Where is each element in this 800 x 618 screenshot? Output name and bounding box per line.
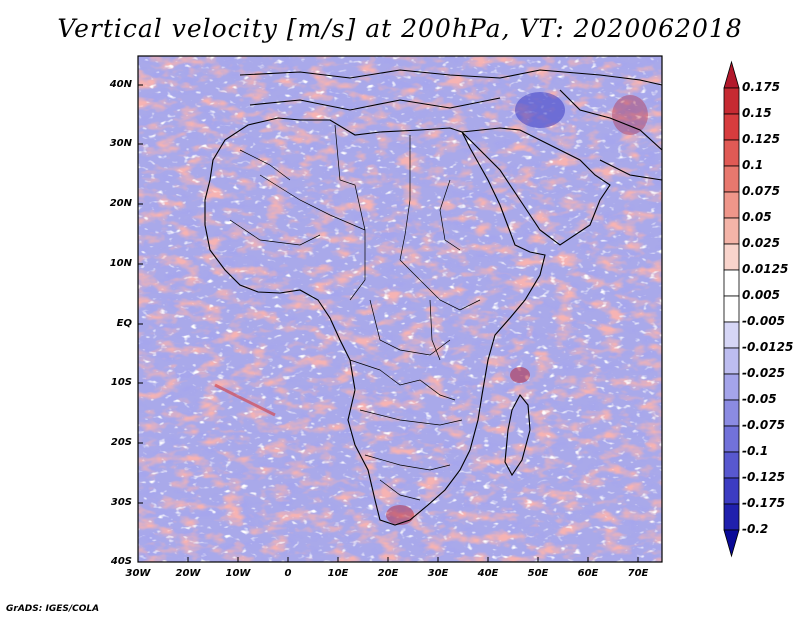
- colorbar-label: -0.0125: [742, 340, 794, 354]
- colorbar-label: 0.05: [742, 210, 772, 224]
- colorbar-segment: [723, 243, 740, 271]
- lat-label-40s: 40S: [110, 556, 132, 567]
- lat-label-30s: 30S: [110, 497, 132, 508]
- colorbar-segment: [723, 321, 740, 349]
- lon-label-30e: 30E: [427, 568, 449, 579]
- colorbar-segment: [723, 373, 740, 401]
- lat-label-20n: 20N: [109, 198, 132, 209]
- colorbar-label: -0.025: [742, 366, 785, 380]
- lon-label-10w: 10W: [225, 568, 251, 579]
- colorbar-segment: [723, 217, 740, 245]
- colorbar-label: 0.175: [742, 80, 780, 94]
- lon-label-0: 0: [284, 568, 292, 579]
- country-boundaries: [204, 69, 663, 526]
- map-title: Vertical velocity [m/s] at 200hPa, VT: 2…: [57, 14, 743, 43]
- colorbar-label: 0.125: [742, 132, 780, 146]
- colorbar-segment: [723, 399, 740, 427]
- colorbar-segment: [723, 529, 740, 558]
- internal-borders: [229, 124, 481, 501]
- colorbar-segment: [723, 347, 740, 375]
- map-frame: [137, 55, 663, 563]
- lat-label-10n: 10N: [109, 258, 132, 269]
- lat-label-20s: 20S: [110, 437, 132, 448]
- colorbar-segment: [723, 295, 740, 323]
- colorbar-label: -0.2: [742, 522, 769, 536]
- lon-label-20w: 20W: [175, 568, 201, 579]
- colorbar-segment: [723, 425, 740, 453]
- colorbar-label: -0.075: [742, 418, 785, 432]
- colorbar-label: -0.005: [742, 314, 785, 328]
- colorbar-segment: [723, 60, 740, 89]
- colorbar-label: 0.005: [742, 288, 780, 302]
- lat-label-10s: 10S: [110, 377, 132, 388]
- lon-label-70e: 70E: [627, 568, 649, 579]
- lon-label-30w: 30W: [125, 568, 151, 579]
- colorbar-label: 0.075: [742, 184, 780, 198]
- colorbar-label: -0.05: [742, 392, 777, 406]
- colorbar-segment: [723, 269, 740, 297]
- colorbar: [723, 60, 740, 558]
- colorbar-segment: [723, 477, 740, 505]
- colorbar-label: 0.0125: [742, 262, 789, 276]
- lon-label-40e: 40E: [477, 568, 499, 579]
- colorbar-label: 0.15: [742, 106, 772, 120]
- colorbar-label: 0.025: [742, 236, 780, 250]
- colorbar-segment: [723, 451, 740, 479]
- lon-label-10e: 10E: [327, 568, 349, 579]
- lon-label-60e: 60E: [577, 568, 599, 579]
- credit-text: GrADS: IGES/COLA: [6, 604, 100, 614]
- colorbar-segment: [723, 165, 740, 193]
- colorbar-label: -0.175: [742, 496, 785, 510]
- lon-label-50e: 50E: [527, 568, 549, 579]
- colorbar-segment: [723, 503, 740, 531]
- colorbar-segment: [723, 191, 740, 219]
- lat-label-eq: EQ: [116, 318, 132, 329]
- colorbar-segment: [723, 113, 740, 141]
- colorbar-segment: [723, 87, 740, 115]
- velocity-field: [138, 56, 662, 562]
- lat-label-30n: 30N: [109, 138, 132, 149]
- tick-marks: [138, 84, 639, 562]
- colorbar-segment: [723, 139, 740, 167]
- colorbar-label: -0.1: [742, 444, 769, 458]
- colorbar-label: 0.1: [742, 158, 764, 172]
- colorbar-label: -0.125: [742, 470, 785, 484]
- lon-label-20e: 20E: [377, 568, 399, 579]
- lat-label-40n: 40N: [109, 79, 132, 90]
